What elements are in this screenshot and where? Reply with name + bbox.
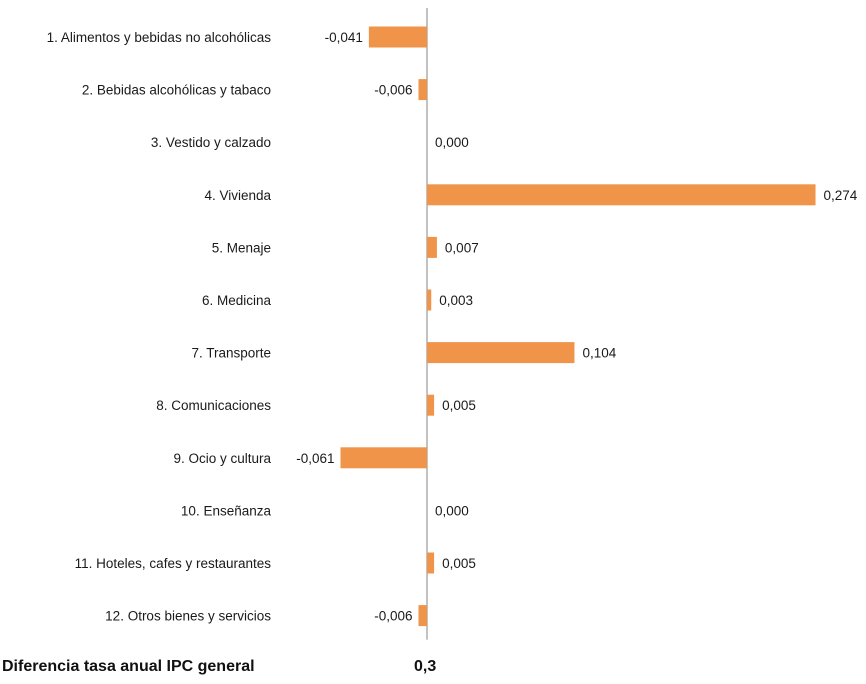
- category-label: 3. Vestido y calzado: [151, 135, 271, 150]
- bar: [418, 79, 427, 101]
- category-label: 2. Bebidas alcohólicas y tabaco: [82, 83, 271, 98]
- value-label: 0,003: [439, 293, 473, 308]
- category-label: 9. Ocio y cultura: [173, 451, 271, 466]
- bar: [368, 26, 427, 48]
- category-label: 11. Hoteles, cafes y restaurantes: [75, 556, 272, 571]
- value-label: 0,274: [824, 188, 858, 203]
- category-label: 7. Transporte: [191, 346, 271, 361]
- category-label: 6. Medicina: [202, 293, 272, 308]
- value-label: -0,041: [325, 30, 363, 45]
- bar: [418, 605, 427, 627]
- bar: [427, 342, 575, 364]
- category-label: 1. Alimentos y bebidas no alcohólicas: [47, 30, 272, 45]
- value-label: 0,104: [582, 346, 616, 361]
- category-label: 4. Vivienda: [204, 188, 271, 203]
- value-label: 0,007: [445, 240, 479, 255]
- value-label: -0,006: [374, 83, 412, 98]
- value-label: -0,006: [374, 609, 412, 624]
- footer-label: Diferencia tasa anual IPC general: [2, 658, 255, 675]
- bar: [340, 447, 427, 469]
- category-label: 5. Menaje: [212, 240, 271, 255]
- bar: [427, 289, 432, 311]
- category-label: 12. Otros bienes y servicios: [105, 609, 271, 624]
- value-label: 0,005: [442, 398, 476, 413]
- category-label: 8. Comunicaciones: [156, 398, 271, 413]
- value-label: 0,000: [435, 503, 469, 518]
- value-label: 0,000: [435, 135, 469, 150]
- bar: [427, 184, 816, 206]
- bar: [427, 236, 437, 258]
- footer-value: 0,3: [414, 658, 437, 675]
- bar-chart: 1. Alimentos y bebidas no alcohólicas -0,…: [47, 8, 858, 640]
- bar: [427, 394, 435, 416]
- bar: [427, 552, 435, 574]
- value-label: 0,005: [442, 556, 476, 571]
- value-label: -0,061: [296, 451, 334, 466]
- category-label: 10. Enseñanza: [181, 503, 272, 518]
